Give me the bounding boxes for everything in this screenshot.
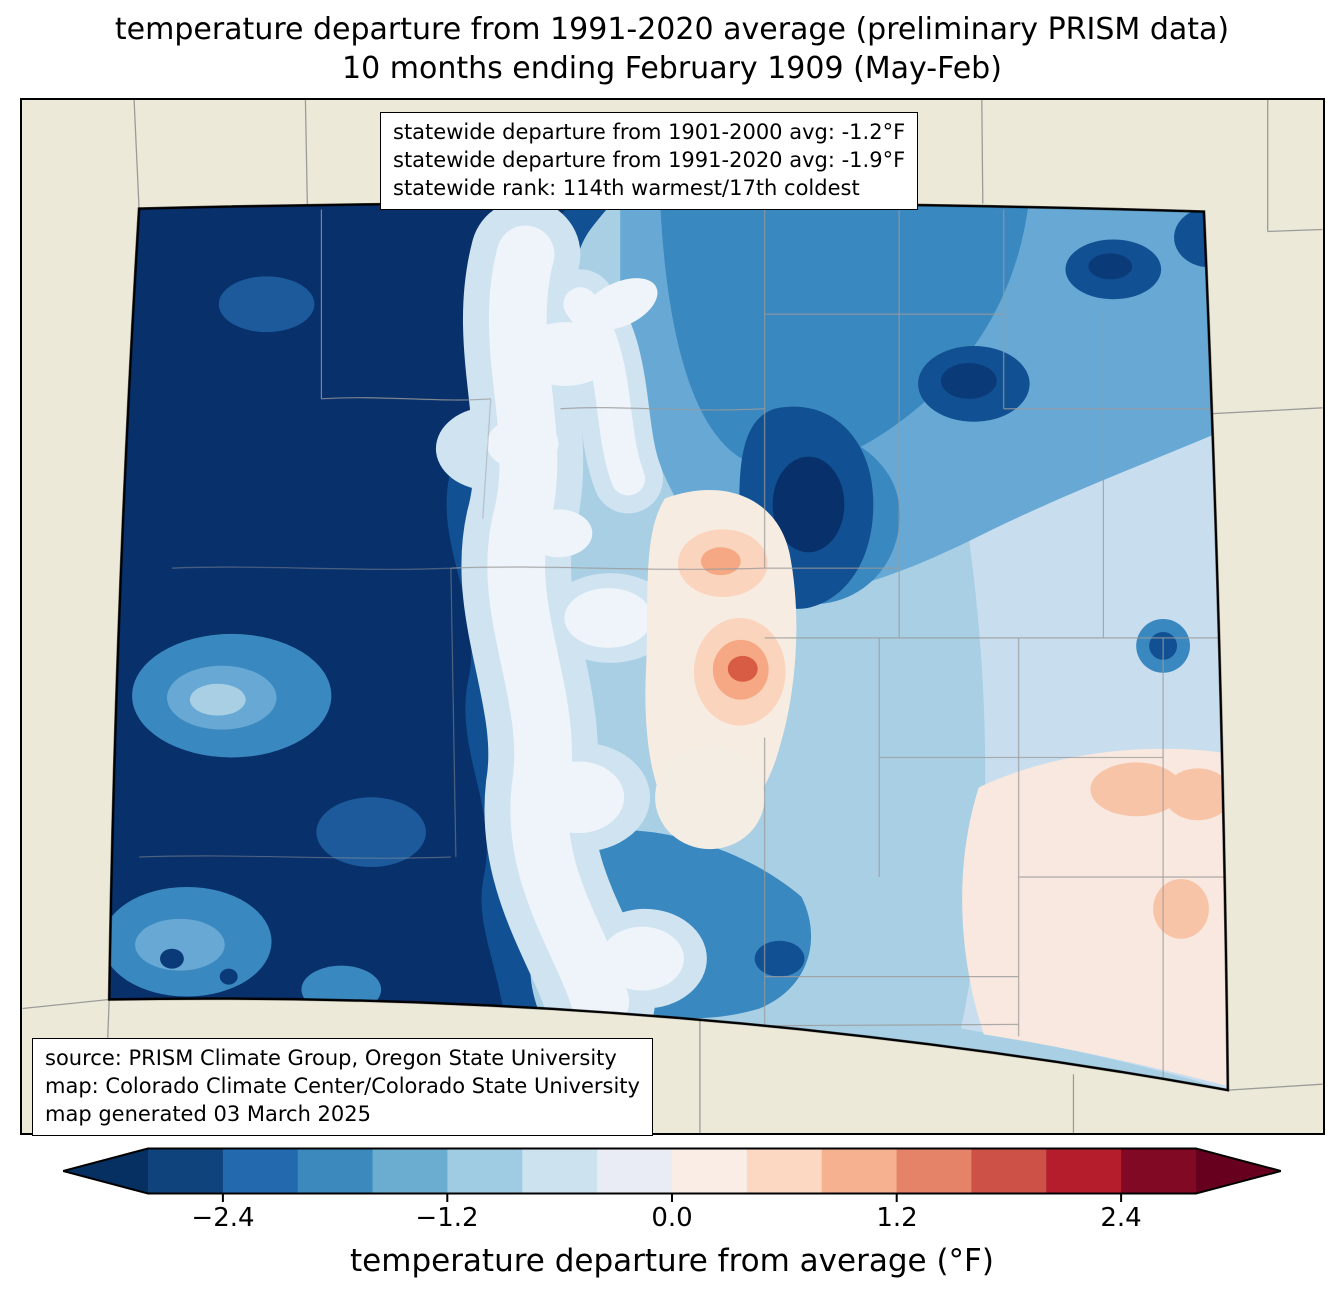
generated-date-line: map generated 03 March 2025 [45,1102,372,1127]
colorbar-arrow-left [63,1148,148,1194]
colorbar-tick-0: −2.4 [191,1203,255,1233]
stats-line-1991-2020: statewide departure from 1991-2020 avg: … [393,148,906,173]
neighbor-state-lines [22,100,1323,1133]
county-lines [139,209,1228,1087]
source-box: source: PRISM Climate Group, Oregon Stat… [32,1038,653,1137]
colorbar-segments [148,1148,1197,1194]
colorbar-tick-1: −1.2 [415,1203,479,1233]
colorbar-tick-4: 2.4 [1100,1203,1142,1233]
colorbar-tick-2: 0.0 [651,1203,693,1233]
colorado-map [22,100,1323,1133]
contour-layers [109,202,1228,1091]
colorbar-tick-labels: −2.4 −1.2 0.0 1.2 2.4 [0,1203,1344,1239]
stats-box: statewide departure from 1901-2000 avg: … [380,112,919,211]
stats-line-1901-2000: statewide departure from 1901-2000 avg: … [393,120,906,144]
colorbar-tick-marks [221,1193,1123,1202]
colorbar-arrow-right [1196,1148,1281,1194]
stats-line-rank: statewide rank: 114th warmest/17th colde… [393,176,860,201]
source-line: source: PRISM Climate Group, Oregon Stat… [45,1046,617,1070]
page-title: temperature departure from 1991-2020 ave… [0,10,1344,88]
colorbar-tick-3: 1.2 [876,1203,918,1233]
map-credit-line: map: Colorado Climate Center/Colorado St… [45,1074,640,1099]
colorbar-axis-label: temperature departure from average (°F) [350,1243,994,1279]
page-title-line2: 10 months ending February 1909 (May-Feb) [342,51,1002,86]
map-frame: statewide departure from 1901-2000 avg: … [20,98,1325,1137]
colorbar [59,1147,1285,1205]
page-title-line1: temperature departure from 1991-2020 ave… [114,12,1230,47]
colorbar-outline [59,1147,1285,1195]
